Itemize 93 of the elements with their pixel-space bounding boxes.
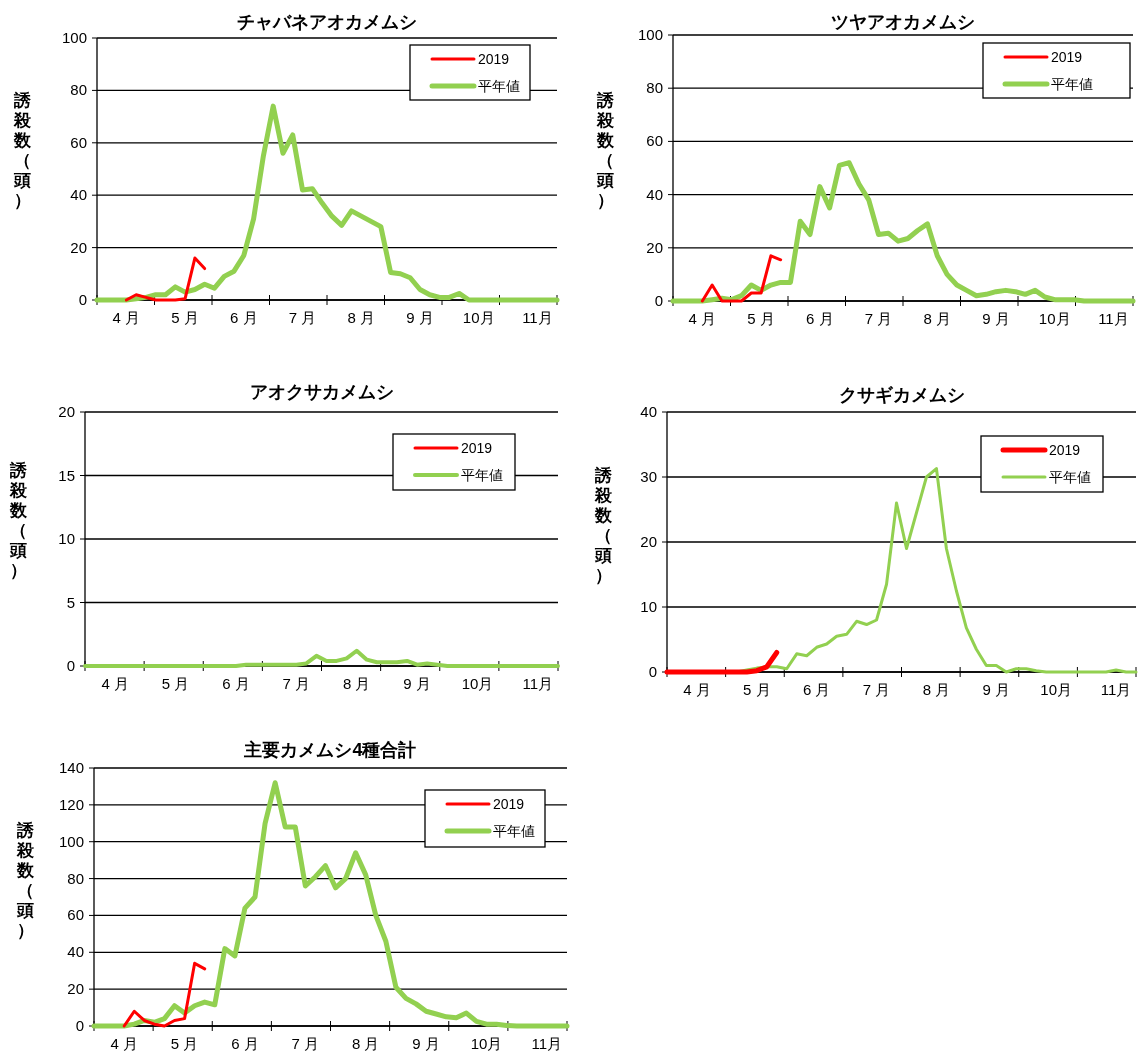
y-tick-label: 60 <box>70 133 87 151</box>
y-tick-label: 80 <box>646 79 663 97</box>
y-tick-label: 40 <box>70 186 87 204</box>
y-tick-label: 80 <box>70 81 87 99</box>
x-tick-label: 7 月 <box>288 309 317 326</box>
x-tick-label: 5 月 <box>170 1035 199 1052</box>
y-tick-label: 5 <box>66 593 75 611</box>
y-axis-title: 誘殺数（頭） <box>12 91 32 210</box>
legend-label: 平年値 <box>478 78 520 94</box>
x-tick-label: 6 月 <box>222 675 250 692</box>
x-tick-label: 6 月 <box>802 681 831 698</box>
x-tick-label: 6 月 <box>806 310 834 327</box>
y-tick-label: 10 <box>640 598 657 615</box>
y-axis-title: 誘殺数（頭） <box>15 821 35 940</box>
x-tick-label: 8 月 <box>923 310 952 327</box>
line-series <box>124 256 207 302</box>
legend-label: 2019 <box>493 796 525 812</box>
legend-label: 2019 <box>1051 49 1083 65</box>
x-tick-label: 5 月 <box>743 681 771 698</box>
y-tick-label: 40 <box>646 185 663 203</box>
legend-label: 平年値 <box>493 823 535 839</box>
x-tick-label: 4 月 <box>688 310 717 327</box>
chart-title: 主要カメムシ4種合計 <box>243 740 417 760</box>
x-tick-label: 11月 <box>531 1035 563 1052</box>
y-tick-label: 140 <box>58 759 84 776</box>
legend-label: 2019 <box>1049 442 1081 458</box>
x-tick-label: 5 月 <box>161 675 190 692</box>
y-tick-label: 10 <box>58 530 75 547</box>
legend-label: 平年値 <box>1051 76 1093 92</box>
x-tick-label: 7 月 <box>291 1035 320 1052</box>
chart-title: ツヤアオカメムシ <box>831 12 975 32</box>
line-series <box>122 961 207 1028</box>
legend-label: 2019 <box>461 440 493 456</box>
x-tick-label: 5 月 <box>171 309 199 326</box>
x-tick-label: 10月 <box>1040 681 1073 698</box>
x-tick-label: 8 月 <box>922 681 951 698</box>
x-tick-label: 11月 <box>522 675 554 692</box>
x-tick-label: 10月 <box>461 675 494 692</box>
y-tick-label: 20 <box>640 533 657 550</box>
y-tick-label: 15 <box>58 466 75 484</box>
x-tick-label: 6 月 <box>231 1035 259 1052</box>
y-tick-label: 60 <box>67 906 84 924</box>
y-tick-label: 0 <box>75 1017 84 1034</box>
x-tick-label: 8 月 <box>347 309 376 326</box>
y-tick-label: 80 <box>67 869 84 887</box>
x-tick-label: 11月 <box>1098 310 1129 327</box>
line-series <box>700 254 783 303</box>
legend-label: 平年値 <box>1049 469 1091 485</box>
x-tick-label: 6 月 <box>230 309 258 326</box>
x-tick-label: 8 月 <box>351 1035 380 1052</box>
x-tick-label: 8 月 <box>342 675 371 692</box>
chart-title: アオクサカメムシ <box>249 382 394 402</box>
y-tick-label: 0 <box>66 657 75 674</box>
x-tick-label: 7 月 <box>864 310 893 327</box>
x-tick-label: 11月 <box>1100 681 1132 698</box>
y-tick-label: 20 <box>646 238 663 256</box>
chart-title: クサギカメムシ <box>838 385 965 405</box>
y-tick-label: 20 <box>70 238 87 256</box>
y-tick-label: 120 <box>58 795 84 813</box>
legend-label: 平年値 <box>461 467 503 483</box>
y-axis-title: 誘殺数（頭） <box>8 461 28 580</box>
x-tick-label: 4 月 <box>112 309 141 326</box>
y-axis-title: 誘殺数（頭） <box>593 466 613 585</box>
x-tick-label: 11月 <box>522 309 553 326</box>
y-tick-label: 0 <box>78 291 87 308</box>
y-tick-label: 20 <box>67 980 84 998</box>
x-tick-label: 7 月 <box>282 675 311 692</box>
y-tick-label: 40 <box>640 403 657 420</box>
y-tick-label: 100 <box>58 832 84 850</box>
x-tick-label: 5 月 <box>747 310 775 327</box>
y-tick-label: 0 <box>654 292 663 309</box>
x-tick-label: 9 月 <box>412 1035 440 1052</box>
x-tick-label: 10月 <box>462 309 495 326</box>
y-tick-label: 0 <box>648 663 657 680</box>
x-tick-label: 4 月 <box>683 681 711 698</box>
y-tick-label: 30 <box>640 468 657 485</box>
legend-label: 2019 <box>478 51 510 67</box>
y-tick-label: 100 <box>637 26 663 43</box>
x-tick-label: 7 月 <box>862 681 891 698</box>
x-tick-label: 9 月 <box>406 309 434 326</box>
x-tick-label: 9 月 <box>982 681 1011 698</box>
x-tick-label: 4 月 <box>110 1035 138 1052</box>
y-axis-title: 誘殺数（頭） <box>595 91 615 210</box>
x-tick-label: 10月 <box>470 1035 503 1052</box>
y-tick-label: 20 <box>58 403 75 420</box>
chart-title: チャバネアオカメムシ <box>237 12 417 32</box>
x-tick-label: 9 月 <box>982 310 1010 327</box>
y-tick-label: 40 <box>67 943 84 961</box>
y-tick-label: 100 <box>61 29 87 46</box>
x-tick-label: 4 月 <box>101 675 129 692</box>
x-tick-label: 10月 <box>1038 310 1071 327</box>
x-tick-label: 9 月 <box>403 675 431 692</box>
y-tick-label: 60 <box>646 132 663 150</box>
